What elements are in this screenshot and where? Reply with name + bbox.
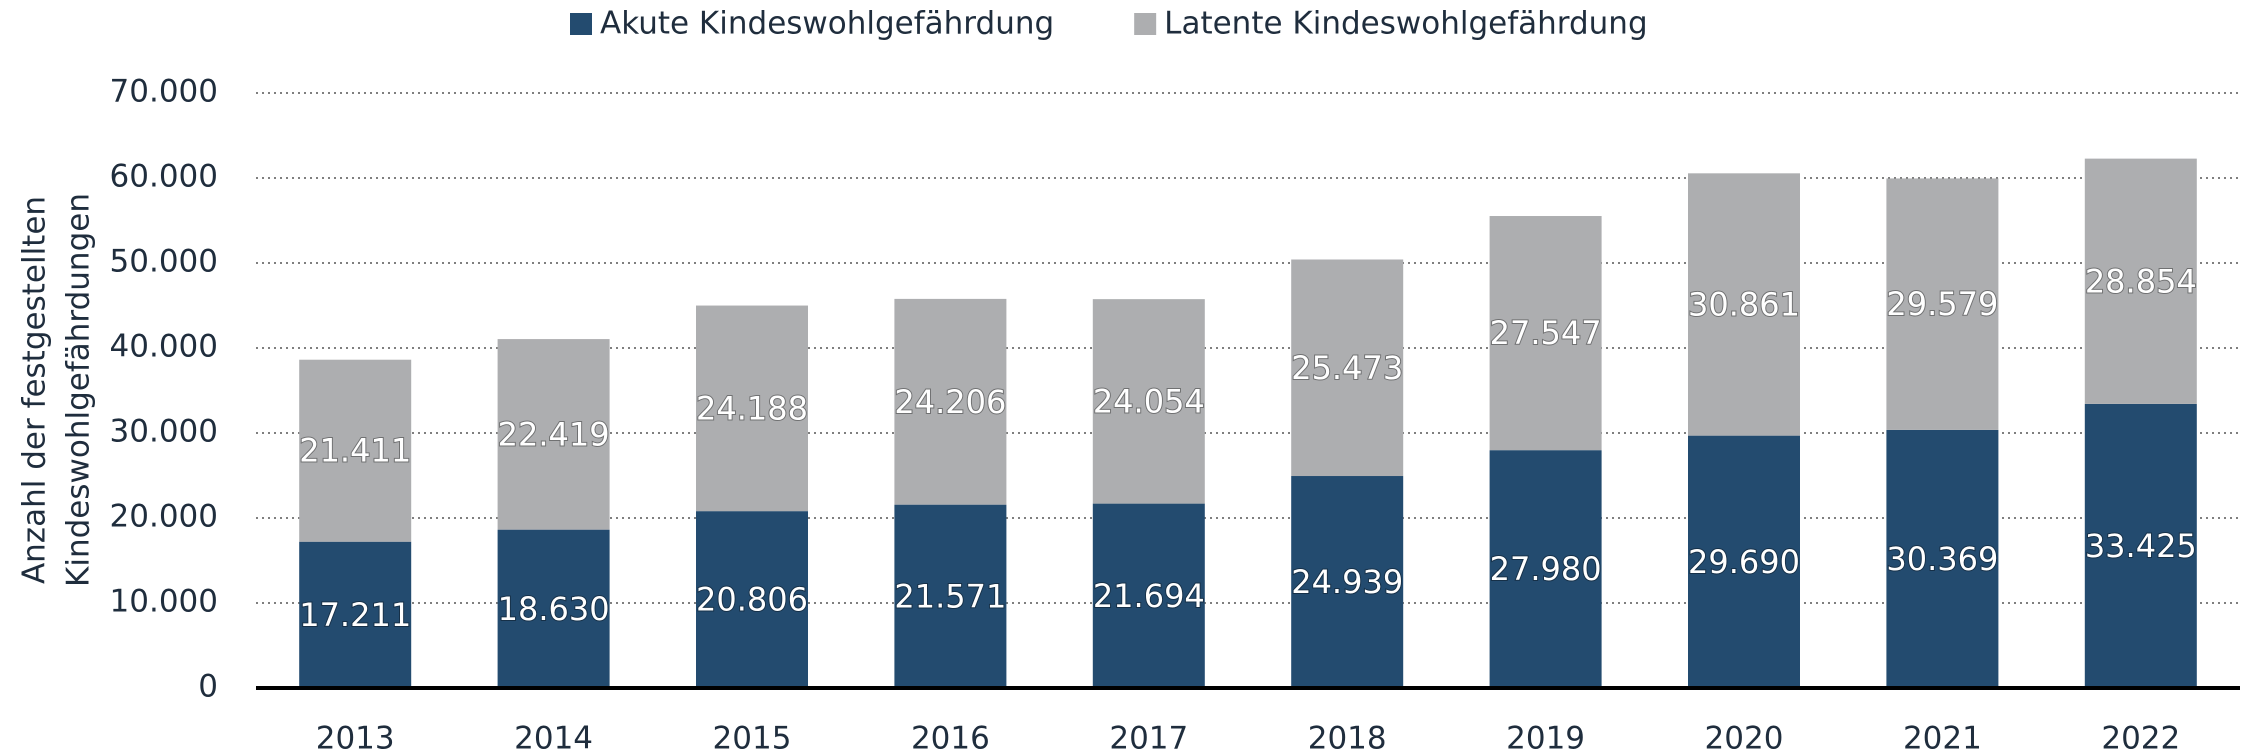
y-tick-label: 10.000	[110, 584, 218, 620]
y-tick-label: 50.000	[110, 244, 218, 280]
data-label: 22.419	[498, 415, 610, 453]
data-label: 21.571	[894, 577, 1006, 615]
y-axis-label: Kindeswohlgefährdungen	[61, 193, 97, 587]
data-label: 18.630	[498, 590, 610, 628]
y-tick-label: 70.000	[110, 74, 218, 110]
data-label: 29.579	[1886, 285, 1998, 323]
y-tick-label: 40.000	[110, 329, 218, 365]
bar-segment	[1886, 178, 1999, 430]
x-tick-label: 2019	[1506, 721, 1585, 755]
data-label: 25.473	[1291, 349, 1403, 387]
bar-segment	[299, 541, 412, 688]
bar-segment	[696, 511, 808, 688]
bar-segment	[1092, 503, 1205, 688]
bar-segment	[2084, 158, 2197, 404]
data-label: 21.694	[1093, 577, 1205, 615]
bar-segment	[1291, 259, 1404, 477]
data-label: 27.547	[1490, 314, 1602, 352]
data-label: 17.211	[299, 596, 411, 634]
bar-segment	[497, 339, 610, 530]
x-tick-label: 2016	[911, 721, 990, 755]
bar-segment	[299, 359, 412, 542]
y-tick-label: 20.000	[110, 499, 218, 535]
data-label: 27.980	[1490, 550, 1602, 588]
legend-swatch	[570, 13, 592, 35]
bar-segment	[1886, 429, 1999, 688]
bar-segment	[1291, 476, 1404, 688]
y-tick-label: 60.000	[110, 159, 218, 195]
y-tick-label: 30.000	[110, 414, 218, 450]
y-axis-label: Anzahl der festgestellten	[17, 196, 53, 584]
data-label: 28.854	[2085, 262, 2197, 300]
x-tick-label: 2017	[1109, 721, 1188, 755]
bar-segment	[696, 305, 808, 512]
bar-segment	[894, 298, 1007, 505]
data-label: 30.369	[1886, 540, 1998, 578]
legend-label: Akute Kindeswohlgefährdung	[600, 6, 1054, 42]
bar-segment	[1489, 216, 1602, 451]
bar-segment	[1688, 173, 1800, 436]
y-tick-label: 0	[198, 669, 218, 705]
bar-segment	[1489, 450, 1602, 688]
data-label: 21.411	[299, 432, 411, 470]
x-tick-label: 2020	[1705, 721, 1784, 755]
data-label: 33.425	[2085, 527, 2197, 565]
data-label: 24.188	[696, 389, 808, 427]
bar-segment	[894, 504, 1007, 688]
legend-label: Latente Kindeswohlgefährdung	[1164, 6, 1647, 42]
x-tick-label: 2018	[1308, 721, 1387, 755]
bar-segment	[497, 529, 610, 688]
data-label: 29.690	[1688, 543, 1800, 581]
data-label: 30.861	[1688, 285, 1800, 323]
x-tick-label: 2021	[1903, 721, 1982, 755]
x-tick-label: 2022	[2101, 721, 2180, 755]
bar-segment	[1688, 435, 1800, 688]
legend-swatch	[1134, 13, 1157, 35]
data-label: 20.806	[696, 581, 808, 619]
x-tick-label: 2014	[514, 721, 593, 755]
bar-segment	[1092, 299, 1205, 504]
data-label: 24.206	[894, 383, 1006, 421]
data-label: 24.054	[1093, 382, 1205, 420]
x-tick-label: 2013	[316, 721, 395, 755]
bar-segment	[2084, 403, 2197, 688]
x-tick-label: 2015	[713, 721, 792, 755]
data-label: 24.939	[1291, 563, 1403, 601]
